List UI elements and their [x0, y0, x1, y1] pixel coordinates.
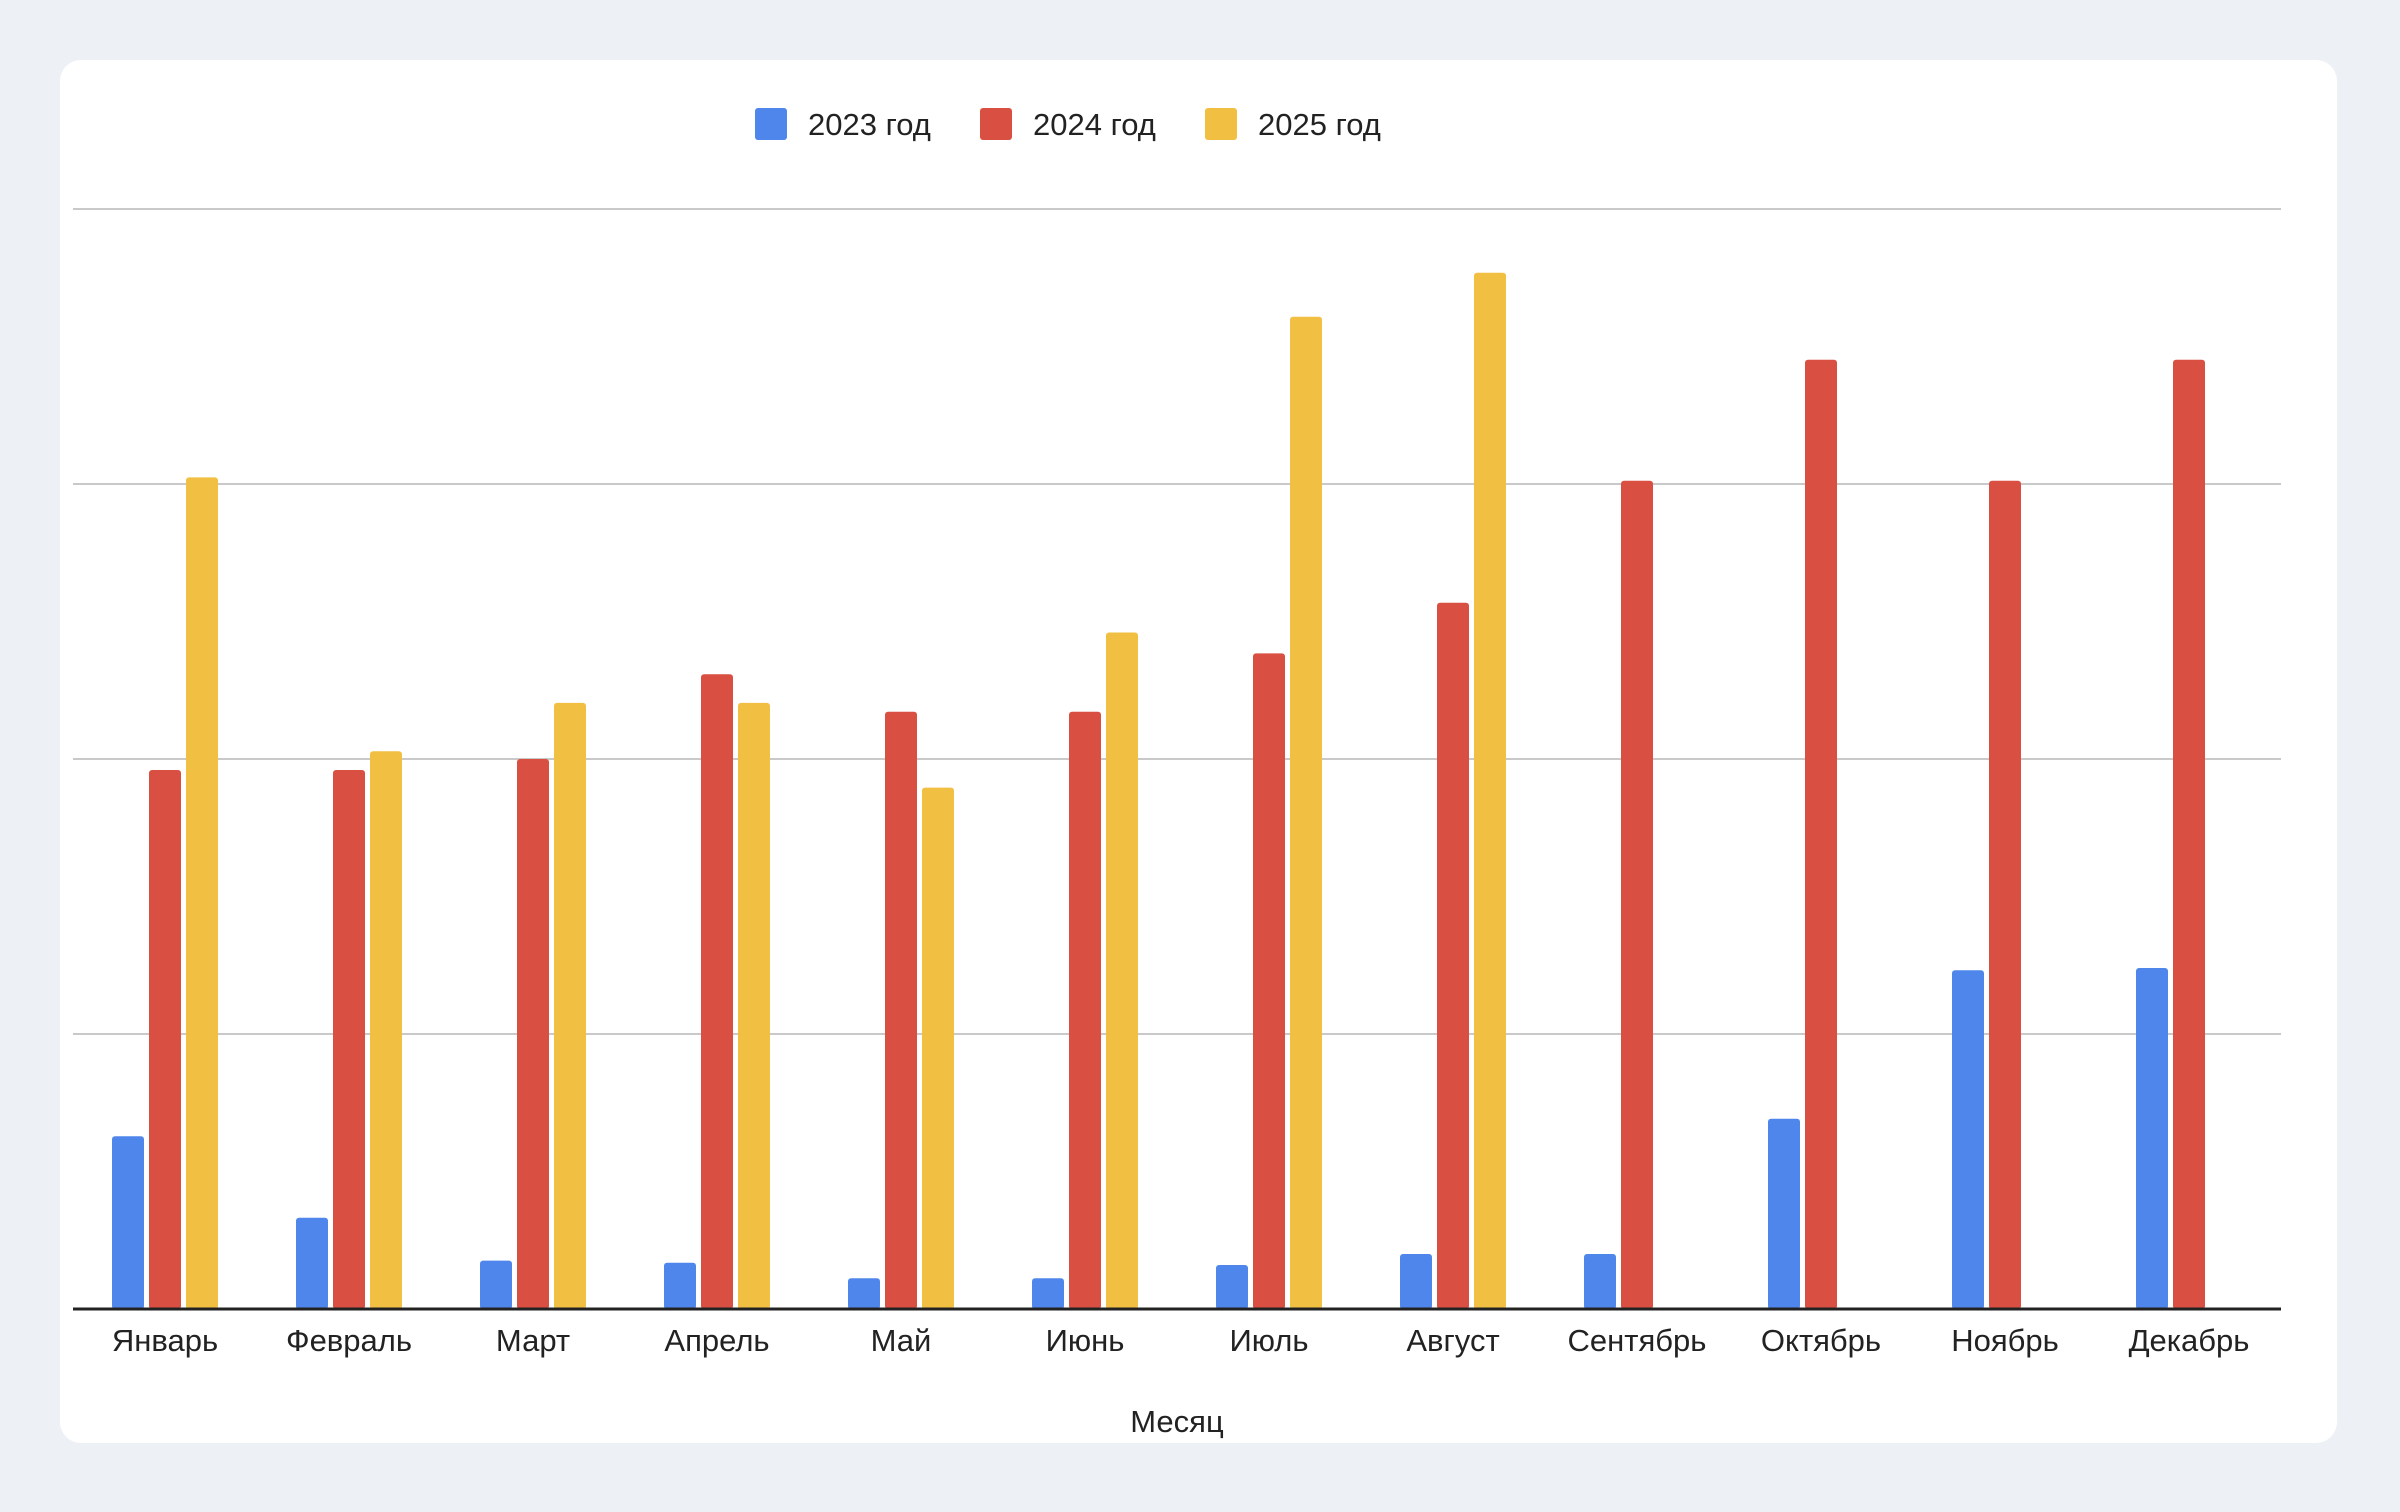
x-tick-label: Март: [496, 1323, 570, 1358]
bar-2024-год-Июль[interactable]: [1253, 653, 1285, 1309]
x-tick-label: Май: [871, 1323, 932, 1358]
bar-2025-год-Май[interactable]: [922, 787, 954, 1309]
bar-2023-год-Январь[interactable]: [112, 1136, 144, 1309]
bar-2025-год-Февраль[interactable]: [370, 751, 402, 1309]
bar-2024-год-Июнь[interactable]: [1069, 711, 1101, 1309]
bar-2024-год-Март[interactable]: [517, 759, 549, 1309]
gridlines: [73, 208, 2281, 1035]
x-tick-labels: Январь Февраль Март Апрель Май Июнь Июль Август…: [112, 1323, 2250, 1358]
bar-2023-год-Июль[interactable]: [1216, 1265, 1248, 1309]
bar-2023-год-Декабрь[interactable]: [2136, 968, 2168, 1309]
x-tick-label: Февраль: [286, 1323, 412, 1358]
bar-2023-год-Август[interactable]: [1400, 1254, 1432, 1309]
bar-2025-год-Январь[interactable]: [186, 477, 218, 1309]
x-tick-label: Июль: [1229, 1323, 1308, 1358]
x-tick-label: Август: [1406, 1323, 1499, 1358]
bar-2023-год-Май[interactable]: [848, 1278, 880, 1309]
bar-2024-год-Май[interactable]: [885, 711, 917, 1309]
bar-2023-год-Сентябрь[interactable]: [1584, 1254, 1616, 1309]
legend-swatch: [980, 108, 1012, 140]
bar-2024-год-Январь[interactable]: [149, 770, 181, 1309]
bar-2024-год-Август[interactable]: [1437, 602, 1469, 1309]
legend-label: 2025 год: [1258, 107, 1381, 142]
x-axis-title: Месяц: [1130, 1404, 1224, 1439]
legend-swatch: [755, 108, 787, 140]
bar-2025-год-Август[interactable]: [1474, 272, 1506, 1309]
x-tick-label: Октябрь: [1761, 1323, 1881, 1358]
bar-2025-год-Июль[interactable]: [1290, 316, 1322, 1309]
bar-2023-год-Февраль[interactable]: [296, 1217, 328, 1309]
x-tick-label: Декабрь: [2129, 1323, 2250, 1358]
legend-label: 2023 год: [808, 107, 931, 142]
bar-2024-год-Февраль[interactable]: [333, 770, 365, 1309]
bar-2024-год-Апрель[interactable]: [701, 674, 733, 1309]
legend-swatch: [1205, 108, 1237, 140]
bar-2025-год-Апрель[interactable]: [738, 702, 770, 1309]
x-tick-label: Июнь: [1046, 1323, 1125, 1358]
x-tick-label: Ноябрь: [1951, 1323, 2059, 1358]
bar-2024-год-Декабрь[interactable]: [2173, 359, 2205, 1309]
bar-2023-год-Июнь[interactable]: [1032, 1278, 1064, 1309]
bar-2023-год-Март[interactable]: [480, 1260, 512, 1309]
x-tick-label: Апрель: [664, 1323, 769, 1358]
bar-2025-год-Март[interactable]: [554, 702, 586, 1309]
bar-2023-год-Октябрь[interactable]: [1768, 1118, 1800, 1309]
x-tick-label: Сентябрь: [1568, 1323, 1707, 1358]
bar-2023-год-Апрель[interactable]: [664, 1262, 696, 1309]
bar-2024-год-Ноябрь[interactable]: [1989, 480, 2021, 1309]
legend-label: 2024 год: [1033, 107, 1156, 142]
bar-2025-год-Июнь[interactable]: [1106, 632, 1138, 1310]
bar-2023-год-Ноябрь[interactable]: [1952, 970, 1984, 1309]
x-tick-label: Январь: [112, 1323, 218, 1358]
bars: [112, 272, 2205, 1310]
bar-2024-год-Сентябрь[interactable]: [1621, 480, 1653, 1309]
legend: 2023 год 2024 год 2025 год: [755, 107, 1381, 142]
bar-2024-год-Октябрь[interactable]: [1805, 359, 1837, 1309]
